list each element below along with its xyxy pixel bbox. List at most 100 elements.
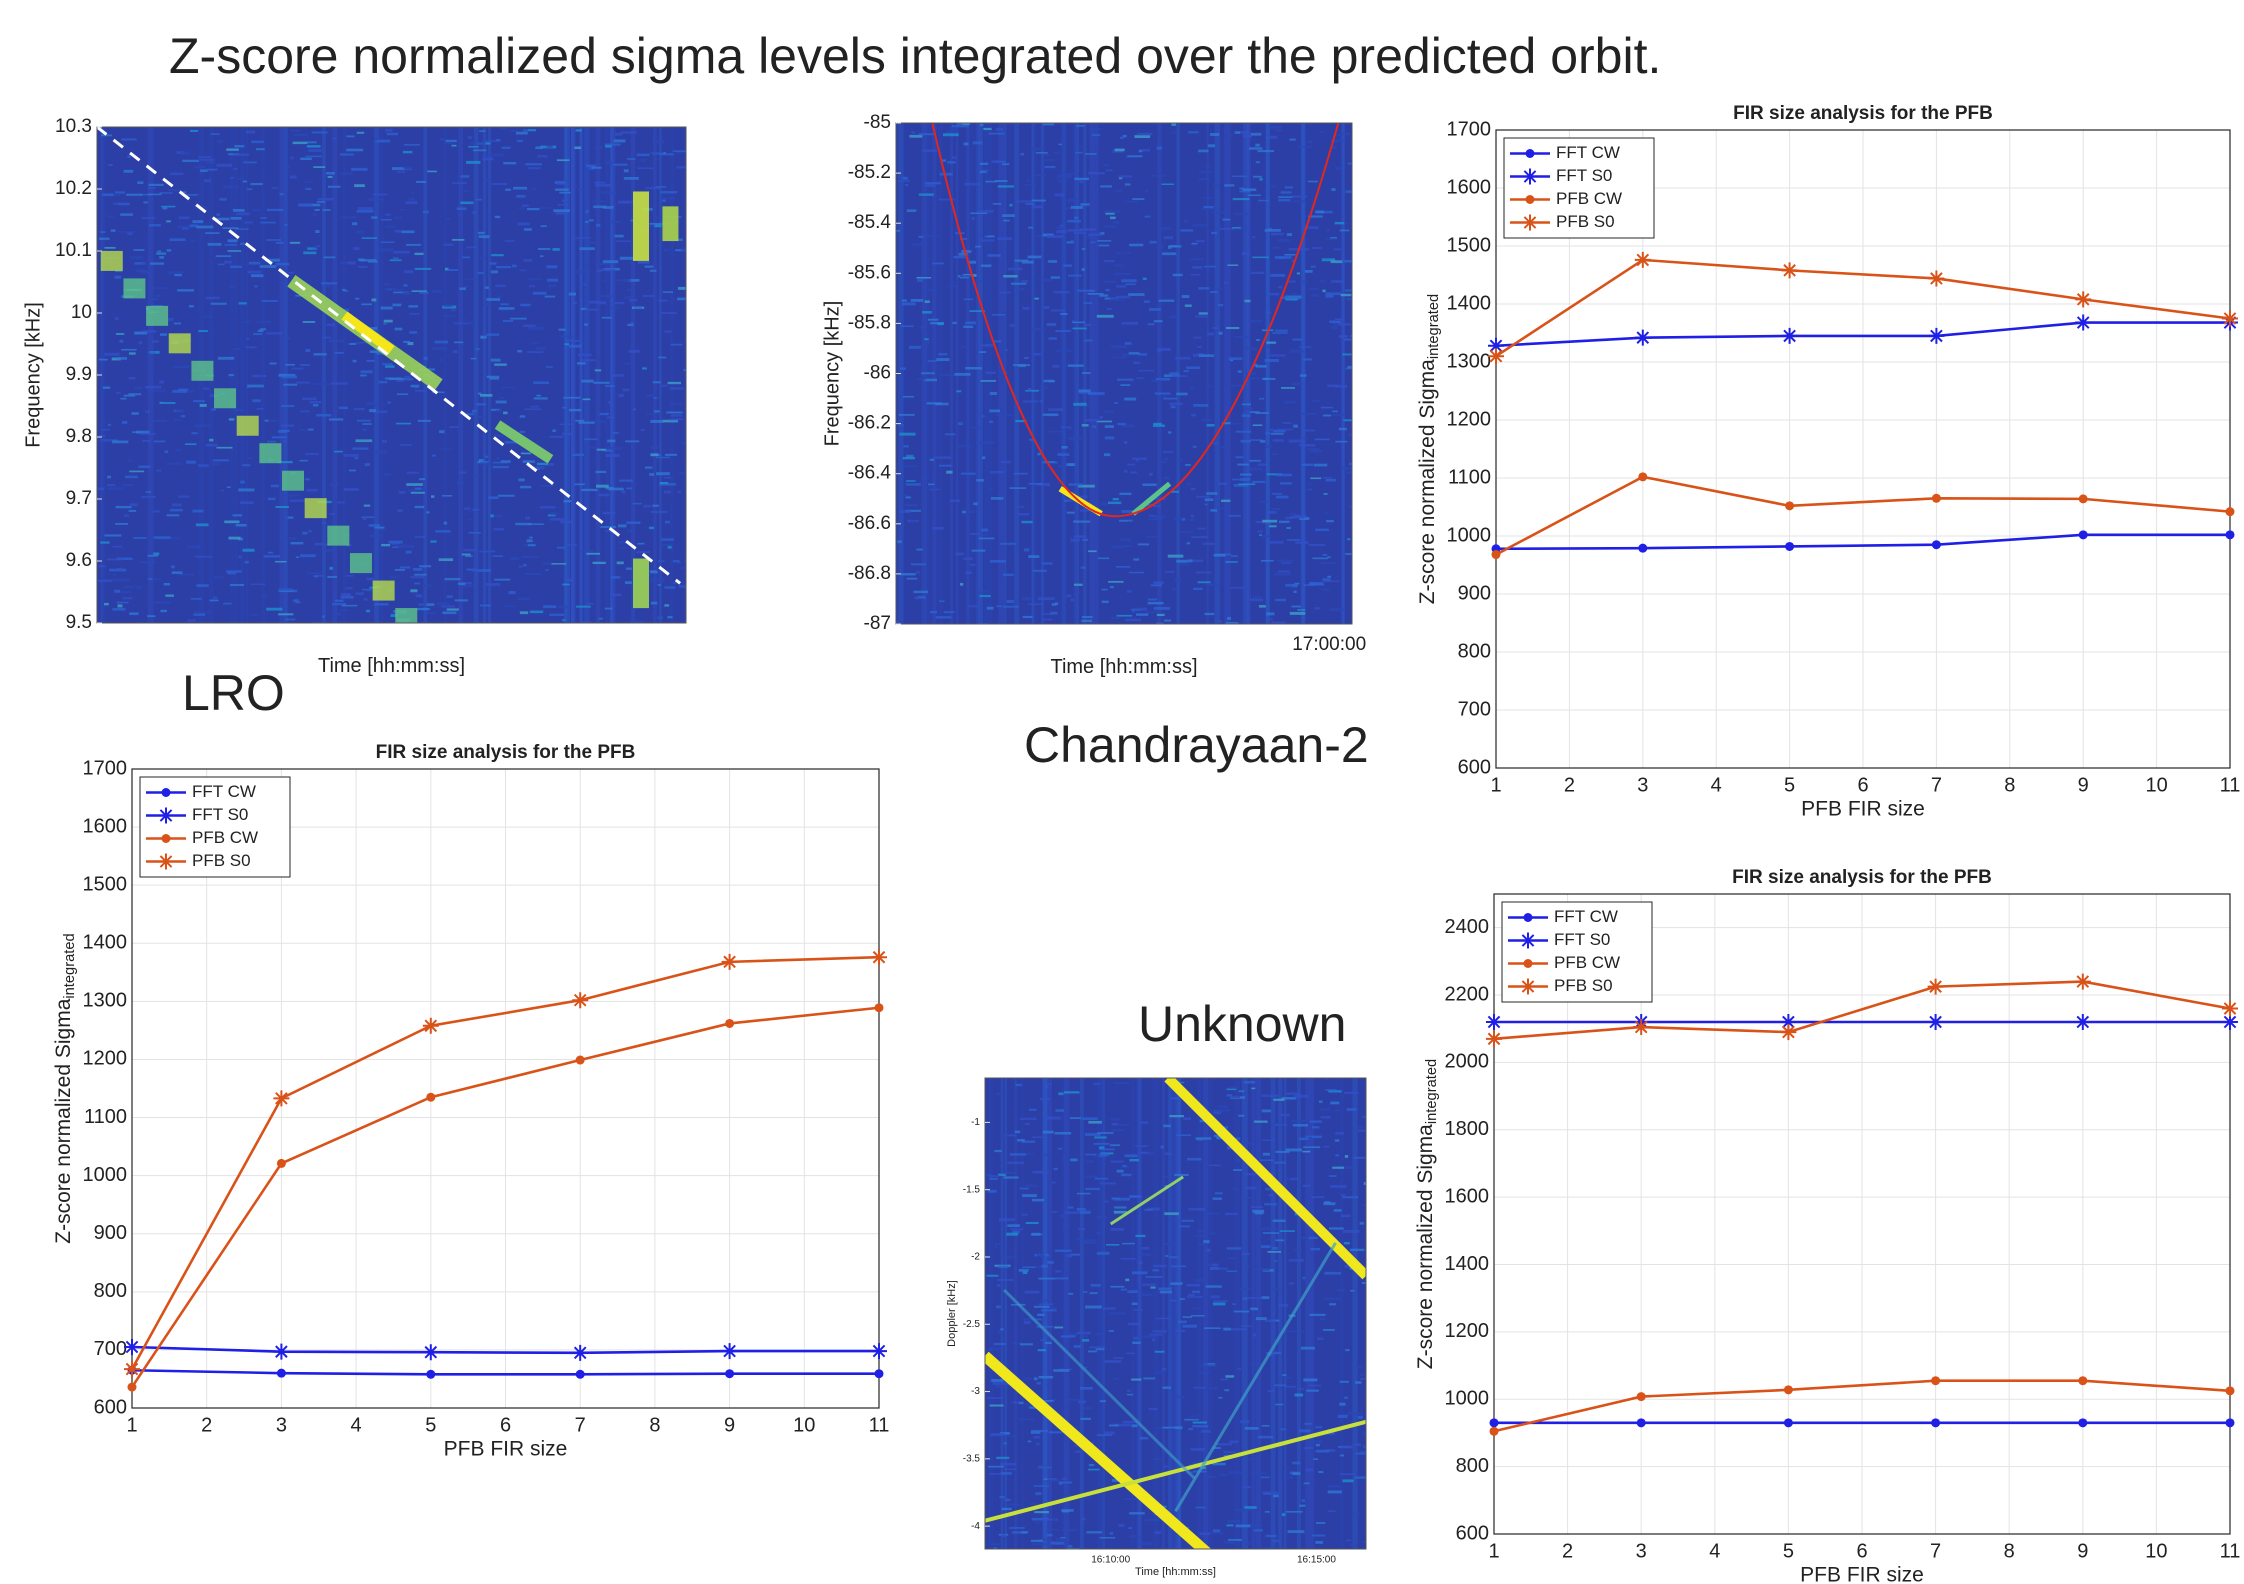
noise — [1039, 279, 1053, 281]
noise — [1093, 1083, 1100, 1085]
legend-marker — [1526, 195, 1535, 204]
y-tick-label: 900 — [94, 1222, 127, 1244]
noise — [1119, 1524, 1125, 1527]
noise — [1332, 411, 1338, 413]
noise — [463, 549, 476, 551]
noise — [626, 521, 640, 524]
noise — [1140, 1121, 1148, 1124]
noise — [1052, 1211, 1058, 1213]
noise — [324, 549, 336, 552]
y-tick-label: 800 — [1456, 1455, 1489, 1477]
noise — [496, 266, 511, 268]
noise — [1287, 233, 1292, 236]
noise — [154, 601, 170, 604]
noise — [186, 461, 196, 464]
noise — [1187, 542, 1190, 544]
noise — [159, 256, 164, 259]
noise — [1277, 560, 1293, 562]
legend-marker — [162, 788, 171, 797]
noise — [252, 209, 261, 211]
noise — [466, 413, 474, 415]
noise — [615, 235, 624, 238]
noise — [354, 184, 365, 187]
noise — [955, 553, 964, 556]
noise — [520, 486, 531, 489]
noise — [1149, 1334, 1162, 1336]
noise — [533, 292, 547, 295]
noise — [303, 321, 315, 323]
noise — [918, 378, 926, 380]
noise — [1111, 1123, 1118, 1125]
noise — [579, 247, 594, 250]
noise — [441, 605, 455, 607]
noise — [566, 544, 577, 546]
noise — [536, 347, 547, 350]
marker-dot — [2226, 530, 2235, 539]
noise — [1069, 483, 1082, 485]
noise — [1080, 1211, 1091, 1214]
noise — [1256, 1317, 1267, 1320]
noise — [1290, 612, 1305, 615]
noise — [1360, 1451, 1371, 1453]
noise-column — [1271, 1078, 1276, 1549]
noise — [605, 385, 615, 387]
noise — [1301, 1347, 1315, 1350]
noise — [996, 1457, 1009, 1459]
noise — [586, 553, 600, 555]
noise — [384, 283, 391, 285]
noise — [989, 1178, 997, 1180]
marker-dot — [1931, 1418, 1940, 1427]
noise — [1213, 1530, 1220, 1533]
noise — [1097, 1132, 1113, 1134]
noise — [671, 344, 683, 346]
noise — [404, 270, 413, 273]
noise — [285, 364, 295, 366]
noise — [661, 312, 677, 314]
noise — [988, 488, 993, 490]
noise — [1063, 264, 1072, 266]
y-tick-label: 9.9 — [66, 364, 92, 385]
noise — [1185, 464, 1191, 466]
noise — [650, 571, 658, 574]
legend-marker — [158, 808, 174, 824]
noise — [909, 135, 922, 138]
noise — [341, 216, 356, 218]
noise — [1309, 1237, 1318, 1239]
noise-column — [1132, 1078, 1135, 1549]
noise — [1105, 437, 1114, 440]
noise — [1320, 1317, 1325, 1320]
noise-column — [1224, 123, 1227, 624]
noise — [1292, 1462, 1300, 1465]
noise — [560, 424, 572, 426]
noise — [1180, 229, 1193, 231]
noise — [928, 360, 938, 362]
noise — [1025, 1291, 1040, 1294]
noise — [1074, 584, 1083, 586]
noise — [535, 146, 542, 149]
noise — [107, 558, 122, 560]
noise — [572, 454, 584, 456]
noise — [1268, 1238, 1273, 1240]
noise — [407, 490, 416, 492]
noise — [1249, 320, 1263, 322]
marker-dot — [2226, 507, 2235, 516]
noise — [523, 460, 535, 463]
noise — [996, 1305, 1001, 1308]
noise — [1287, 1330, 1304, 1332]
noise — [997, 1284, 1000, 1287]
y-tick-label: 10.1 — [55, 240, 92, 261]
noise — [1242, 252, 1250, 255]
noise — [982, 456, 985, 459]
noise — [1206, 492, 1217, 495]
noise — [553, 209, 570, 212]
noise — [1034, 353, 1041, 356]
noise — [595, 184, 611, 187]
noise — [550, 518, 564, 521]
noise — [910, 520, 916, 523]
noise — [562, 433, 574, 435]
marker-star — [1486, 1014, 1502, 1030]
noise — [148, 351, 156, 353]
noise — [531, 406, 539, 408]
noise — [491, 270, 498, 273]
noise — [1100, 1153, 1109, 1156]
